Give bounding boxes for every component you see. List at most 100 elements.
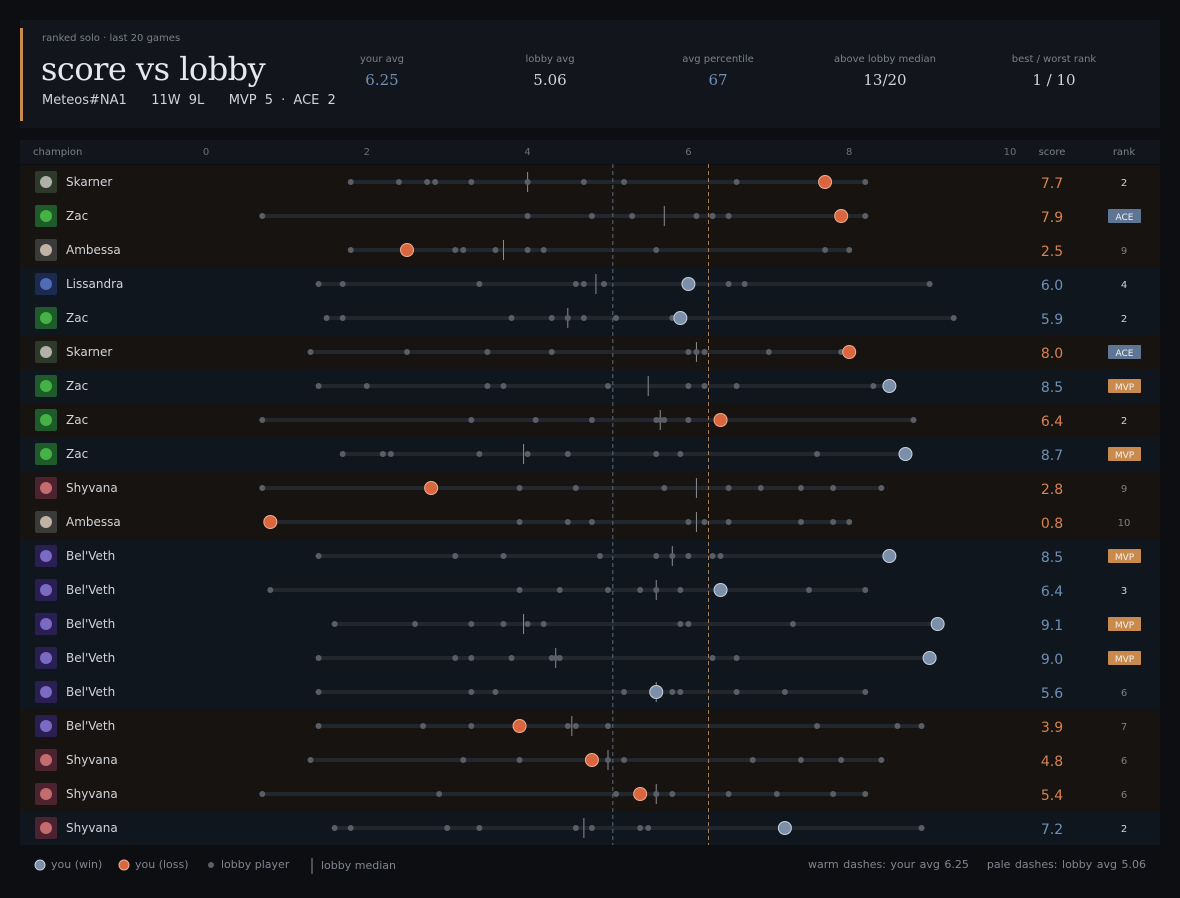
shyvana-icon-glyph: [40, 754, 52, 766]
stat-label: your avg: [359, 54, 405, 65]
lobby-player-dot: [524, 621, 531, 627]
lobby-player-dot: [580, 281, 587, 287]
champion-name: Bel'Veth: [66, 549, 115, 563]
your-avg-note: warm dashes: your avg 6.25: [807, 858, 969, 871]
lobby-player-dot: [580, 315, 587, 321]
legend-win-label: you (win): [51, 858, 103, 871]
rank-badge-ace: [1108, 345, 1141, 359]
lobby-player-dot: [484, 349, 491, 355]
lobby-player-dot: [315, 723, 322, 729]
lobby-player-dot: [267, 587, 274, 593]
lobby-player-dot: [387, 451, 394, 457]
legend: you (win) you (loss) lobby player lobby …: [20, 850, 1160, 880]
lobby-player-dot: [653, 451, 660, 457]
lobby-player-dot: [637, 825, 644, 831]
stat-your-avg: your avg 6.25: [302, 54, 462, 89]
lobby-player-dot: [797, 519, 804, 525]
lobby-player-dot: [685, 621, 692, 627]
zac-icon-glyph: [40, 312, 52, 324]
lobby-player-dot: [605, 587, 611, 593]
stat-lobby-avg: lobby avg 5.06: [470, 54, 630, 89]
lobby-player-dot: [588, 417, 595, 423]
lobby-player-dot: [572, 825, 579, 831]
lobby-player-dot: [516, 757, 523, 763]
lobby-player-dot: [781, 689, 788, 695]
lobby-player-dot: [830, 791, 837, 797]
lobby-player-dot: [524, 247, 531, 253]
your-score-dot: [400, 243, 414, 257]
legend-loss-label: you (loss): [135, 858, 189, 871]
your-score-dot: [713, 583, 728, 597]
lobby-player-dot: [878, 485, 885, 491]
lobby-player-dot: [950, 315, 957, 321]
your-score-dot: [777, 821, 792, 835]
lobby-player-dot: [645, 825, 652, 831]
median-tick-icon: [311, 858, 313, 874]
lobby-player-dot: [701, 383, 708, 389]
score-strip-chart: champion score rank 0 2 4 6 8 10 Skarner 7.7 2 Zac 7.…: [20, 147, 1160, 845]
lobby-dot-icon: [208, 862, 214, 868]
lobby-player-dot: [516, 485, 523, 491]
x-tick-label: 10: [1004, 147, 1017, 158]
score-value: 8.0: [1041, 346, 1063, 362]
champion-name: Bel'Veth: [66, 583, 115, 597]
rank-value: 9: [1121, 484, 1127, 495]
legend-lobby: lobby player: [206, 858, 289, 871]
lobby-player-dot: [347, 825, 354, 831]
lobby-player-dot: [347, 247, 354, 253]
lobby-player-dot: [605, 723, 611, 729]
rank-badge-mvp: [1108, 617, 1141, 631]
rank-badge-label: MVP: [1115, 655, 1135, 665]
rank-value: 4: [1121, 280, 1127, 291]
rank-badge-label: MVP: [1115, 553, 1135, 563]
stat-value: 67: [708, 71, 728, 89]
lobby-player-dot: [677, 621, 684, 627]
lobby-player-dot: [540, 247, 547, 253]
champion-name: Zac: [66, 311, 88, 325]
lobby-player-dot: [725, 791, 732, 797]
lobby-player-dot: [669, 553, 676, 559]
lobby-player-dot: [363, 383, 370, 389]
lobby-player-dot: [452, 247, 459, 253]
lobby-player-dot: [846, 519, 853, 525]
belveth-icon-glyph: [40, 550, 52, 562]
champion-name: Zac: [66, 209, 88, 223]
legend-loss: you (loss): [118, 858, 189, 871]
lobby-player-dot: [613, 315, 620, 321]
lobby-player-dot: [572, 485, 579, 491]
lobby-player-dot: [621, 179, 628, 185]
belveth-icon-glyph: [40, 720, 52, 732]
lobby-player-dot: [548, 349, 555, 355]
champion-name: Zac: [66, 447, 88, 461]
lobby-player-dot: [532, 417, 539, 423]
lobby-player-dot: [508, 655, 515, 661]
lobby-player-dot: [685, 417, 692, 423]
lobby-player-dot: [669, 689, 676, 695]
your-score-dot: [898, 447, 913, 461]
stat-label: avg percentile: [682, 54, 754, 65]
lobby-player-dot: [315, 655, 322, 661]
your-score-dot: [922, 651, 937, 665]
lobby-player-dot: [657, 417, 664, 423]
lobby-player-dot: [468, 723, 475, 729]
your-score-dot: [681, 277, 696, 291]
your-score-dot: [930, 617, 945, 631]
lobby-player-dot: [259, 417, 266, 423]
rank-badge-mvp: [1108, 379, 1141, 393]
stat-value: 6.25: [365, 71, 399, 89]
lobby-player-dot: [339, 451, 346, 457]
lobby-player-dot: [685, 553, 692, 559]
column-header-rank: rank: [1113, 147, 1136, 158]
lobby-player-dot: [476, 825, 483, 831]
lobby-player-dot: [500, 621, 507, 627]
lobby-player-dot: [500, 553, 507, 559]
lobby-player-dot: [797, 485, 804, 491]
lobby-player-dot: [685, 519, 692, 525]
lobby-player-dot: [862, 791, 869, 797]
lobby-player-dot: [524, 179, 531, 185]
lobby-player-dot: [910, 417, 917, 423]
rank-value: 3: [1121, 586, 1127, 597]
lobby-player-dot: [757, 485, 764, 491]
lobby-player-dot: [862, 213, 869, 219]
lobby-player-dot: [733, 179, 740, 185]
